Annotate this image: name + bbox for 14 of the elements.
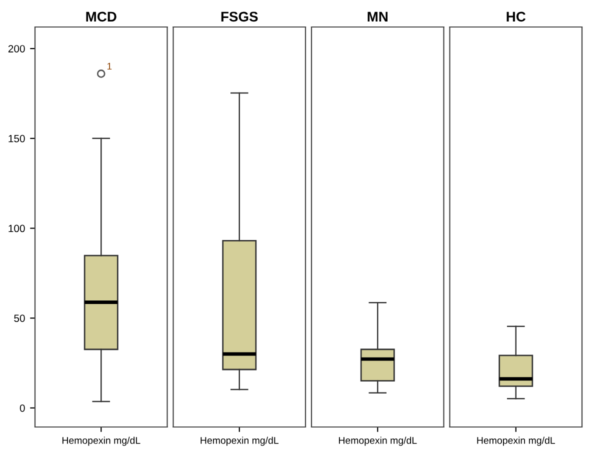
y-tick-label: 150 [8,134,25,142]
y-tick-label: 50 [14,314,25,322]
chart-title: MCD [86,12,116,22]
y-tick-label: 100 [8,224,25,232]
x-tick-label: Hemopexin mg/dL [200,436,279,446]
y-tick-label: 0 [20,404,25,412]
y-tick-label: 200 [8,45,25,52]
chart-title: MN [368,12,388,22]
x-tick-label: Hemopexin mg/dL [62,436,140,446]
annotation: 1 [107,62,112,70]
x-tick-label: Hemopexin mg/dL [338,436,417,446]
x-tick-label: Hemopexin mg/dL [477,436,556,446]
chart-title: HC [506,12,526,22]
chart-title: FSGS [221,12,258,22]
